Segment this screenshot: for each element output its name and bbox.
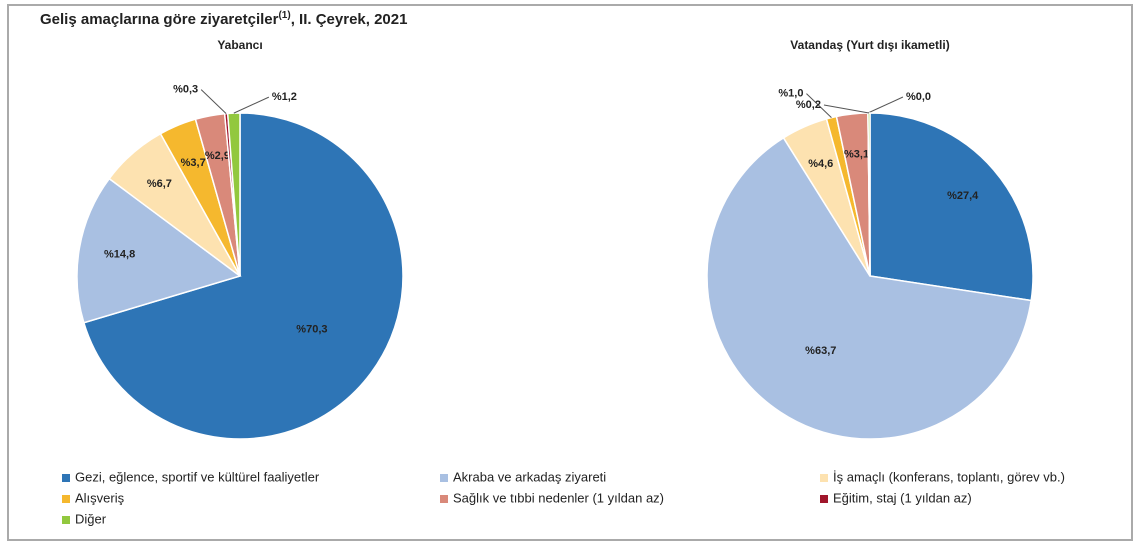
slice-label: %1,0 bbox=[778, 88, 803, 100]
slice-label: %63,7 bbox=[805, 345, 836, 357]
legend-label: Alışveriş bbox=[75, 490, 125, 505]
leader-line bbox=[867, 96, 904, 114]
slice-label: %27,4 bbox=[947, 190, 979, 202]
pie-slice bbox=[76, 177, 242, 324]
pie-slice bbox=[706, 136, 1033, 440]
leader-line bbox=[200, 89, 227, 114]
leader-line bbox=[823, 104, 870, 114]
slice-label: %3,7 bbox=[181, 157, 206, 169]
slice-label: %14,8 bbox=[104, 249, 135, 261]
pie-slice bbox=[226, 112, 241, 277]
chart-title: Geliş amaçlarına göre ziyaretçiler(1), I… bbox=[40, 10, 407, 28]
title-suffix: , II. Çeyrek, 2021 bbox=[291, 11, 408, 28]
legend-swatch bbox=[820, 474, 828, 482]
legend-swatch bbox=[62, 516, 70, 524]
slice-label: %1,2 bbox=[272, 91, 297, 103]
frame bbox=[7, 4, 1133, 541]
leader-line bbox=[233, 96, 270, 114]
pie-title: Yabancı bbox=[217, 38, 262, 52]
legend-swatch bbox=[440, 474, 448, 482]
legend-swatch bbox=[820, 495, 828, 503]
slice-label: %0,0 bbox=[906, 91, 931, 103]
slice-label: %0,3 bbox=[173, 83, 198, 95]
legend-label: Diğer bbox=[75, 511, 107, 526]
legend-swatch bbox=[62, 474, 70, 482]
slice-label: %0,2 bbox=[796, 99, 821, 111]
legend-label: Sağlık ve tıbbi nedenler (1 yıldan az) bbox=[453, 490, 664, 505]
slice-label: %6,7 bbox=[147, 178, 172, 190]
slice-label: %4,6 bbox=[808, 158, 833, 170]
slice-label: %3,1 bbox=[844, 148, 869, 160]
slice-label: %70,3 bbox=[296, 323, 327, 335]
legend-label: İş amaçlı (konferans, toplantı, görev vb… bbox=[833, 469, 1065, 484]
slice-label: %2,9 bbox=[205, 150, 230, 162]
title-main: Geliş amaçlarına göre ziyaretçiler bbox=[40, 11, 279, 28]
legend-label: Eğitim, staj (1 yıldan az) bbox=[833, 490, 972, 505]
legend-label: Gezi, eğlence, sportif ve kültürel faali… bbox=[75, 469, 320, 484]
pie-title: Vatandaş (Yurt dışı ikametli) bbox=[790, 38, 949, 52]
legend-swatch bbox=[62, 495, 70, 503]
legend-swatch bbox=[440, 495, 448, 503]
pie-slice bbox=[869, 112, 1034, 302]
leader-line bbox=[806, 93, 832, 118]
legend-label: Akraba ve arkadaş ziyareti bbox=[453, 469, 606, 484]
title-superscript: (1) bbox=[278, 10, 290, 21]
pie-slice bbox=[82, 112, 404, 440]
